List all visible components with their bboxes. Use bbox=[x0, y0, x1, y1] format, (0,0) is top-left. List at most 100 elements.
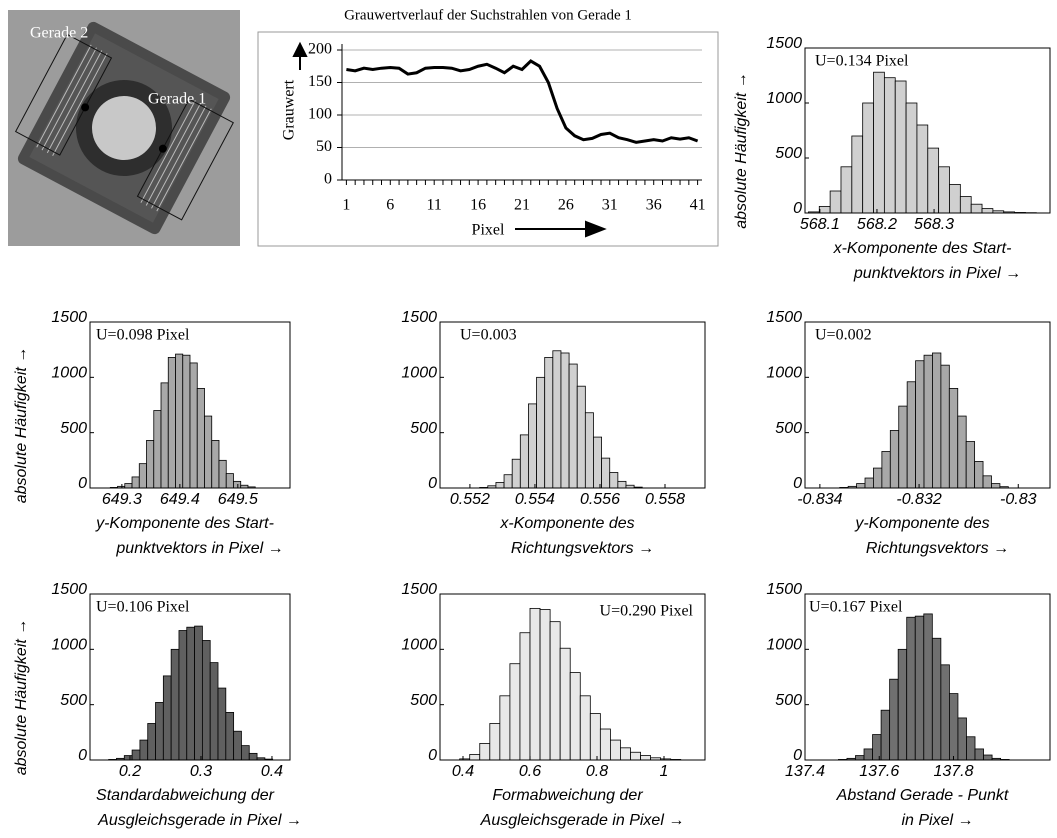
histogram-bar bbox=[959, 196, 972, 214]
histogram-bar bbox=[916, 124, 929, 214]
y-tick-label: 0 bbox=[793, 747, 802, 764]
histogram-bar bbox=[175, 353, 184, 489]
histogram-bar bbox=[209, 662, 219, 761]
histogram-bar bbox=[138, 463, 147, 489]
histogram-bar bbox=[131, 476, 140, 489]
histogram-bar bbox=[529, 607, 541, 761]
x-tick-label: 31 bbox=[602, 197, 618, 214]
x-tick-label: 137.4 bbox=[785, 763, 825, 780]
histogram-bar bbox=[906, 381, 916, 489]
histogram-bar bbox=[160, 382, 169, 489]
x-tick-label: 0.4 bbox=[452, 763, 474, 780]
histogram-bar bbox=[225, 712, 235, 761]
histogram-bar bbox=[495, 482, 505, 489]
y-tick-label: 0 bbox=[793, 475, 802, 492]
y-tick-label: 1000 bbox=[401, 365, 437, 382]
histogram-bar bbox=[579, 695, 591, 761]
y-tick-label: 500 bbox=[775, 692, 802, 709]
y-tick-label: 0 bbox=[428, 475, 437, 492]
x-axis-label: Pixel bbox=[472, 222, 505, 239]
histogram-bar bbox=[610, 739, 621, 761]
histogram-bar bbox=[479, 743, 491, 761]
x-tick-label: 16 bbox=[470, 197, 486, 214]
y-tick-label: 1500 bbox=[766, 581, 802, 598]
photo: Gerade 2 Gerade 1 bbox=[8, 10, 240, 246]
y-tick-label: 1000 bbox=[401, 637, 437, 654]
histogram-bar bbox=[204, 415, 213, 489]
plot-frame bbox=[804, 321, 1051, 489]
histogram-bar bbox=[201, 640, 211, 761]
histogram-bar bbox=[241, 745, 250, 761]
histogram-bar bbox=[584, 412, 594, 489]
histogram-bar bbox=[549, 621, 561, 761]
histogram-bar bbox=[873, 71, 885, 214]
histogram-bar bbox=[948, 387, 959, 489]
y-tick-label: 0 bbox=[428, 747, 437, 764]
histogram-bar bbox=[511, 458, 521, 489]
histogram-bar bbox=[489, 723, 501, 761]
histogram-bar bbox=[873, 467, 883, 489]
annotation: U=0.003 bbox=[460, 327, 517, 344]
y-tick-label: 500 bbox=[60, 692, 87, 709]
annotation: U=0.290 Pixel bbox=[600, 603, 694, 620]
histogram-bar bbox=[927, 147, 940, 214]
histogram-bar bbox=[599, 728, 611, 761]
x-tick-label: 568.1 bbox=[800, 216, 840, 233]
histogram-bar bbox=[617, 480, 627, 489]
y-tick-label: 500 bbox=[60, 420, 87, 437]
y-tick-label: 500 bbox=[410, 420, 437, 437]
y-tick-label: 1000 bbox=[766, 637, 802, 654]
line-chart-frame bbox=[257, 31, 719, 247]
histogram-bar bbox=[970, 203, 983, 214]
x-tick-label: -0.834 bbox=[797, 491, 842, 508]
x-tick-label: 11 bbox=[426, 197, 441, 214]
histogram-bar bbox=[914, 615, 925, 761]
histogram-bar bbox=[931, 637, 942, 761]
y-tick-label: 1000 bbox=[766, 365, 802, 382]
histogram-bar bbox=[965, 441, 976, 489]
annotation: U=0.002 bbox=[815, 327, 872, 344]
y-tick-label: 1500 bbox=[51, 581, 87, 598]
chart-title: Grauwertverlauf der Suchstrahlen von Ger… bbox=[344, 7, 632, 23]
x-tick-label: 36 bbox=[646, 197, 662, 214]
y-axis-label: absolute Häufigkeit → bbox=[733, 72, 750, 229]
histogram-bar bbox=[630, 751, 641, 761]
histogram-bar bbox=[863, 748, 873, 761]
histogram-bar bbox=[123, 755, 133, 761]
histogram-bar bbox=[560, 352, 570, 489]
histogram-bar bbox=[840, 166, 853, 214]
histogram-bar bbox=[862, 102, 874, 214]
x-tick-label: 568.3 bbox=[914, 216, 954, 233]
x-tick-label: 137.8 bbox=[933, 763, 973, 780]
photo-label: Gerade 1 bbox=[148, 91, 206, 108]
histogram-bar bbox=[938, 166, 950, 214]
histogram-bar bbox=[940, 364, 950, 489]
x-tick-label: 0.8 bbox=[586, 763, 608, 780]
x-axis-label: Ausgleichsgerade in Pixel → bbox=[480, 812, 685, 829]
photo-label: Gerade 2 bbox=[30, 25, 88, 42]
y-tick-label: 1500 bbox=[51, 309, 87, 326]
x-tick-label: 41 bbox=[690, 197, 706, 214]
histogram-bar bbox=[620, 747, 631, 761]
x-axis-label: Richtungsvektors → bbox=[866, 540, 1009, 557]
histogram-bar bbox=[124, 483, 133, 489]
y-tick-label: 1500 bbox=[401, 581, 437, 598]
x-tick-label: 0.2 bbox=[119, 763, 141, 780]
x-tick-label: 0.4 bbox=[261, 763, 283, 780]
data-line bbox=[346, 59, 699, 144]
x-tick-label: 6 bbox=[386, 197, 394, 214]
histogram-bar bbox=[898, 405, 908, 489]
histogram-bar bbox=[991, 483, 1001, 489]
annotation: U=0.167 Pixel bbox=[809, 599, 903, 616]
histogram-bar bbox=[851, 135, 864, 214]
histogram-bar bbox=[182, 354, 191, 489]
histogram-bar bbox=[167, 357, 176, 489]
y-tick-label: 0 bbox=[78, 475, 87, 492]
histogram-bar bbox=[932, 352, 942, 489]
histogram-bar bbox=[539, 609, 551, 761]
histogram-bar bbox=[974, 461, 984, 489]
histogram-bar bbox=[915, 360, 925, 489]
histogram-bar bbox=[225, 473, 234, 489]
histogram-bar bbox=[872, 734, 882, 761]
y-tick-label: 0 bbox=[324, 171, 332, 188]
